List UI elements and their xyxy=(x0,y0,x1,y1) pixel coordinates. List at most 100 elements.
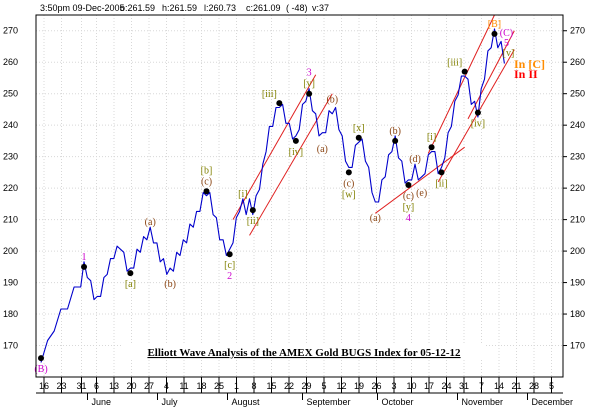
header-open: o:261.59 xyxy=(120,3,155,13)
wave-label: [y] xyxy=(403,202,415,213)
header-low: l:260.73 xyxy=(204,3,236,13)
wave-pivot-dot xyxy=(345,169,352,176)
header-high: h:261.59 xyxy=(162,3,197,13)
wave-label: [iv] xyxy=(471,119,485,130)
month-label: November xyxy=(462,397,504,407)
wave-label: (b) xyxy=(389,126,401,137)
wave-pivot-dot xyxy=(203,188,210,195)
wave-label: (e) xyxy=(416,188,427,199)
y-tick-label-left: 260 xyxy=(3,57,18,67)
wave-label: (C) xyxy=(500,28,513,39)
y-tick-label: 200 xyxy=(570,246,585,256)
wave-label: (c) xyxy=(343,178,354,189)
channel-line xyxy=(232,74,317,220)
wave-label: [a] xyxy=(125,279,136,290)
wave-label: (a) xyxy=(370,213,381,224)
x-tick-label: 21 xyxy=(511,381,521,391)
y-tick-label: 220 xyxy=(570,183,585,193)
x-tick-label: 26 xyxy=(371,381,381,391)
y-tick-label-left: 180 xyxy=(3,309,18,319)
wave-label: [v] xyxy=(503,48,515,59)
y-tick-label: 210 xyxy=(570,215,585,225)
channel-line xyxy=(437,49,515,183)
y-tick-label-left: 210 xyxy=(3,215,18,225)
wave-label: [b] xyxy=(201,165,213,176)
month-label: October xyxy=(382,397,414,407)
x-axis-ticks: 16 23 31 6 13 20 27 4 11 18 25 1 8 15 22 29 5 12 19 26 3 10 17… xyxy=(39,377,573,407)
x-tick-label: 25 xyxy=(214,381,224,391)
x-tick-label: 23 xyxy=(56,381,66,391)
x-tick-label: 12 xyxy=(336,381,346,391)
wave-pivot-dot xyxy=(428,144,435,151)
price-line xyxy=(40,28,505,363)
chart-title: Elliott Wave Analysis of the AMEX Gold B… xyxy=(147,347,461,359)
x-tick-label: 6 xyxy=(94,381,99,391)
x-tick-label: 5 xyxy=(549,381,554,391)
wave-label: (a) xyxy=(145,217,156,228)
x-tick-label: 31 xyxy=(459,381,469,391)
channel-lines xyxy=(232,14,515,236)
month-label: July xyxy=(162,397,179,407)
header-change: ( -48) xyxy=(286,3,308,13)
x-tick-label: 27 xyxy=(144,381,154,391)
x-tick-label: 3 xyxy=(391,381,396,391)
x-tick-label: 7 xyxy=(479,381,484,391)
x-tick-label: 11 xyxy=(179,381,188,391)
header-close: c:261.09 xyxy=(246,3,281,13)
wave-pivot-dot xyxy=(306,90,313,97)
wave-annotation: In [C] xyxy=(514,57,545,71)
wave-pivot-dot xyxy=(276,100,283,107)
x-tick-label: 31 xyxy=(76,381,86,391)
wave-annotation: In II xyxy=(514,67,538,81)
month-label: August xyxy=(232,397,261,407)
wave-pivot-dot xyxy=(461,68,468,75)
wave-label: (b) xyxy=(326,94,338,105)
x-tick-label: 24 xyxy=(441,381,451,391)
y-tick-label: 180 xyxy=(570,309,585,319)
wave-pivot-dot xyxy=(438,169,445,176)
wave-pivot-dot xyxy=(249,207,256,214)
header-volume: v:37 xyxy=(312,3,329,13)
wave-pivot-dot xyxy=(491,30,498,37)
wave-label: [i] xyxy=(238,189,247,200)
wave-label: 2 xyxy=(227,271,232,282)
y-tick-label-left: 190 xyxy=(3,278,18,288)
wave-pivot-dot xyxy=(355,134,362,141)
wave-label: [ii] xyxy=(247,216,259,227)
wave-label: 3 xyxy=(307,68,312,79)
wave-label: (B) xyxy=(34,364,47,375)
wave-label: (d) xyxy=(409,154,421,165)
x-tick-label: 17 xyxy=(424,381,434,391)
x-tick-label: 20 xyxy=(126,381,136,391)
x-tick-label: 1 xyxy=(234,381,239,391)
wave-label: 1 xyxy=(82,252,87,263)
header-timestamp: 3:50pm 09-Dec-2005 xyxy=(40,3,125,13)
y-tick-label-left: 170 xyxy=(3,341,18,351)
x-tick-label: 10 xyxy=(406,381,416,391)
wave-label: (c) xyxy=(403,191,414,202)
month-label: December xyxy=(532,397,574,407)
wave-pivot-dot xyxy=(38,355,44,362)
wave-label: [v] xyxy=(303,79,315,90)
wave-label: (a) xyxy=(317,144,328,155)
y-tick-label-left: 240 xyxy=(3,120,18,130)
x-tick-label: 29 xyxy=(301,381,311,391)
wave-label: (b) xyxy=(164,279,176,290)
wave-label: (c) xyxy=(201,176,212,187)
wave-pivot-dot xyxy=(405,181,412,188)
y-tick-label: 170 xyxy=(570,341,585,351)
y-tick-label-left: 220 xyxy=(3,183,18,193)
x-tick-label: 19 xyxy=(354,381,364,391)
channel-line xyxy=(249,93,333,236)
channel-line xyxy=(375,146,465,214)
wave-pivot-dot xyxy=(392,137,399,144)
x-tick-label: 14 xyxy=(494,381,504,391)
x-tick-label: 15 xyxy=(266,381,276,391)
wave-label: [w] xyxy=(342,189,356,200)
wave-label: [x] xyxy=(353,123,365,134)
wave-label: 4 xyxy=(406,213,411,224)
gridlines xyxy=(36,15,563,377)
title-backdrop xyxy=(122,344,486,360)
plot-frame xyxy=(35,14,564,378)
